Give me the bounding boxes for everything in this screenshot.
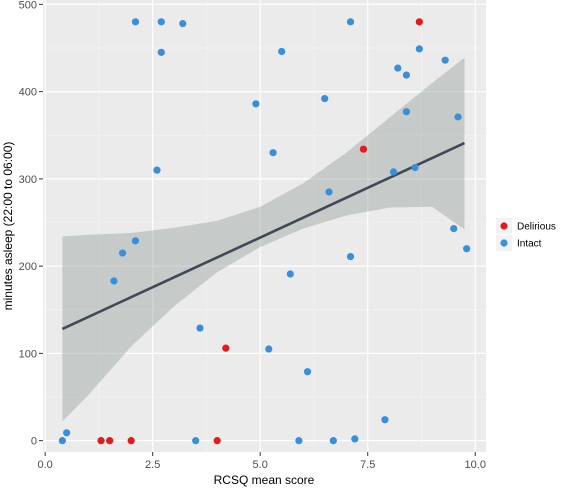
legend-label-delirious: Delirious (517, 222, 556, 233)
point-intact (381, 416, 389, 424)
point-intact (269, 149, 277, 157)
y-tick-label: 300 (19, 174, 37, 186)
point-intact (329, 437, 337, 445)
y-tick-label: 400 (19, 87, 37, 99)
point-intact (402, 108, 411, 116)
x-tick-label: 2.5 (145, 459, 160, 471)
point-intact (303, 368, 312, 376)
point-intact (157, 48, 165, 56)
point-delirious (222, 344, 230, 352)
point-delirious (127, 437, 135, 445)
point-intact (389, 168, 398, 176)
y-axis-title: minutes asleep (22:00 to 06:00) (1, 142, 15, 311)
point-intact (265, 345, 273, 353)
point-intact (192, 437, 200, 445)
point-intact (402, 71, 411, 79)
y-tick-label: 200 (19, 261, 37, 273)
y-tick-label: 500 (19, 0, 37, 11)
point-intact (463, 245, 471, 253)
point-intact (415, 45, 423, 53)
legend-key-intact (500, 239, 508, 247)
point-intact (153, 166, 161, 174)
point-intact (118, 249, 127, 257)
x-tick-label: 0.0 (38, 459, 53, 471)
point-intact (441, 56, 449, 64)
grid-lines (43, 0, 486, 452)
point-intact (450, 225, 458, 233)
point-intact (131, 18, 140, 26)
x-tick-label: 7.5 (360, 459, 375, 471)
point-intact (131, 237, 140, 245)
point-delirious (97, 437, 105, 445)
y-tick-label: 0 (31, 436, 37, 448)
regression-line (61, 141, 466, 331)
point-intact (196, 324, 204, 332)
point-delirious (106, 437, 114, 445)
point-intact (63, 429, 71, 437)
x-axis-title: RCSQ mean score (214, 473, 315, 487)
point-intact (394, 64, 402, 72)
point-intact (411, 163, 419, 172)
point-intact (454, 113, 462, 121)
point-intact (321, 95, 329, 103)
plot-panel (43, 0, 486, 452)
point-intact (157, 18, 165, 26)
point-intact (58, 437, 66, 445)
point-intact (252, 100, 260, 108)
point-intact (351, 435, 359, 443)
x-tick-label: 10.0 (465, 459, 486, 471)
legend-label-intact: Intact (517, 239, 542, 250)
ticks-layer: 0.0 2.5 5.0 7.5 10.0 0 100 200 300 400 500 (19, 0, 486, 471)
points-layer (58, 18, 471, 445)
point-intact (295, 437, 303, 445)
point-intact (346, 252, 355, 261)
point-delirious (213, 437, 221, 445)
x-tick-label: 5.0 (253, 459, 268, 471)
point-intact (179, 19, 187, 28)
point-intact (346, 18, 355, 26)
point-intact (325, 188, 333, 196)
point-intact (286, 270, 294, 278)
legend: Delirious Intact (496, 218, 556, 251)
point-delirious (359, 145, 368, 153)
legend-key-delirious (500, 222, 508, 230)
point-delirious (415, 18, 423, 26)
y-tick-label: 100 (19, 348, 37, 360)
point-intact (278, 47, 286, 56)
point-intact (110, 277, 118, 285)
